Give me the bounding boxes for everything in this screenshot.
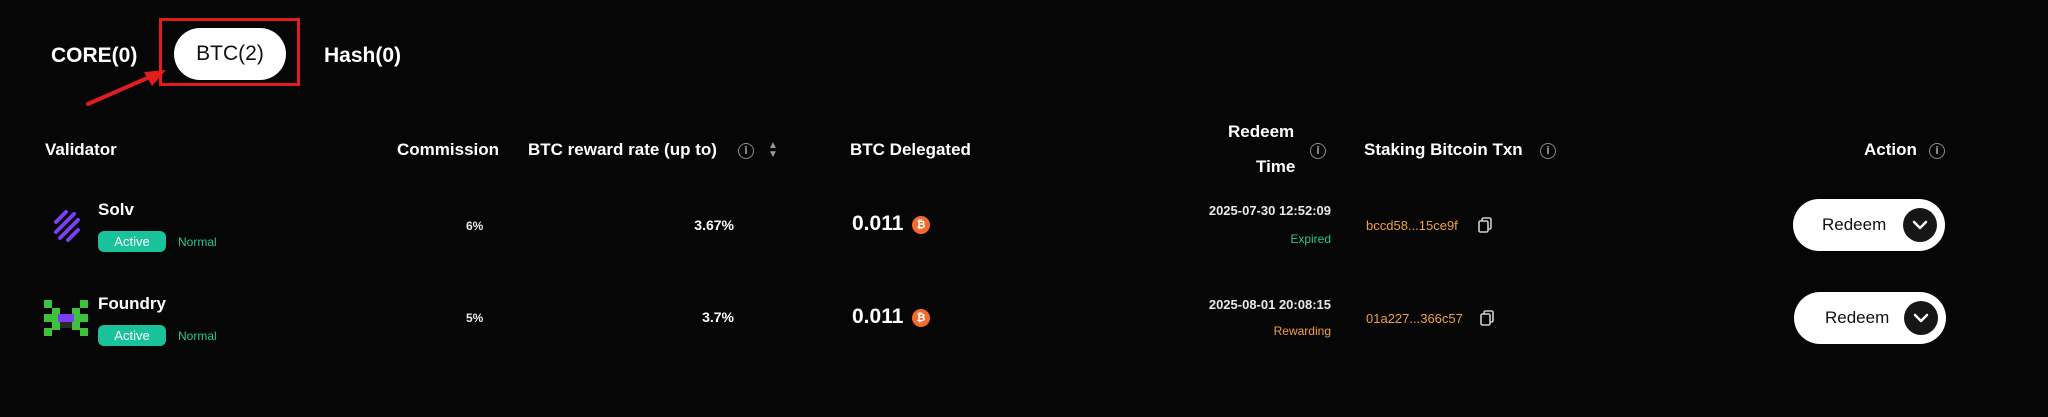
header-redeem-time-line1: Redeem: [1228, 122, 1295, 141]
header-commission: Commission: [397, 140, 500, 159]
redeem-time-value: 2025-07-30 12:52:09: [1208, 203, 1331, 218]
redeem-state: Expired: [1290, 232, 1331, 246]
redeem-time-value: 2025-08-01 20:08:15: [1208, 297, 1331, 312]
redeem-button-label: Redeem: [1825, 308, 1890, 327]
reward-rate-value: 3.7%: [702, 309, 734, 325]
tab-core[interactable]: CORE(0): [51, 44, 138, 67]
header-redeem-time-line2: Time: [1256, 157, 1296, 176]
info-icon[interactable]: i: [1310, 143, 1326, 159]
annotation-arrow-icon: [86, 70, 166, 106]
commission-value: 5%: [466, 311, 484, 325]
validator-status: Normal: [178, 329, 217, 343]
validator-status: Normal: [178, 235, 217, 249]
chevron-down-icon[interactable]: [1904, 301, 1938, 335]
status-badge: Active: [98, 325, 166, 346]
reward-rate-value: 3.67%: [694, 217, 734, 233]
sort-icon[interactable]: ▲ ▼: [768, 140, 778, 160]
validator-name[interactable]: Foundry: [98, 294, 166, 313]
validator-name[interactable]: Solv: [98, 200, 134, 219]
solv-logo-icon: [54, 210, 80, 242]
header-btc-delegated: BTC Delegated: [850, 140, 971, 159]
copy-icon[interactable]: [1480, 310, 1494, 326]
btc-delegated-value: 0.011: [852, 305, 904, 328]
txn-link[interactable]: 01a227...366c57: [1366, 311, 1463, 326]
chevron-down-icon[interactable]: [1903, 208, 1937, 242]
header-action: Action: [1864, 140, 1917, 159]
header-staking-txn: Staking Bitcoin Txn: [1364, 140, 1523, 159]
redeem-button-label: Redeem: [1822, 215, 1887, 234]
btc-delegated-value: 0.011: [852, 212, 904, 235]
bitcoin-icon: ₿: [912, 216, 930, 234]
copy-icon[interactable]: [1478, 217, 1492, 233]
tab-btc[interactable]: BTC(2): [174, 28, 286, 80]
tab-hash[interactable]: Hash(0): [324, 44, 402, 67]
status-badge: Active: [98, 231, 166, 252]
redeem-state: Rewarding: [1273, 324, 1331, 338]
commission-value: 6%: [466, 219, 484, 233]
header-validator: Validator: [45, 140, 117, 159]
txn-link[interactable]: bccd58...15ce9f: [1366, 218, 1458, 233]
redeem-button[interactable]: Redeem: [1794, 292, 1946, 344]
header-reward-rate: BTC reward rate (up to): [528, 140, 717, 159]
info-icon[interactable]: i: [1929, 143, 1945, 159]
annotation-highlight-box: [159, 18, 300, 86]
info-icon[interactable]: i: [738, 143, 754, 159]
bitcoin-icon: ₿: [912, 309, 930, 327]
foundry-logo-icon: [44, 300, 88, 336]
info-icon[interactable]: i: [1540, 143, 1556, 159]
redeem-button[interactable]: Redeem: [1793, 199, 1945, 251]
